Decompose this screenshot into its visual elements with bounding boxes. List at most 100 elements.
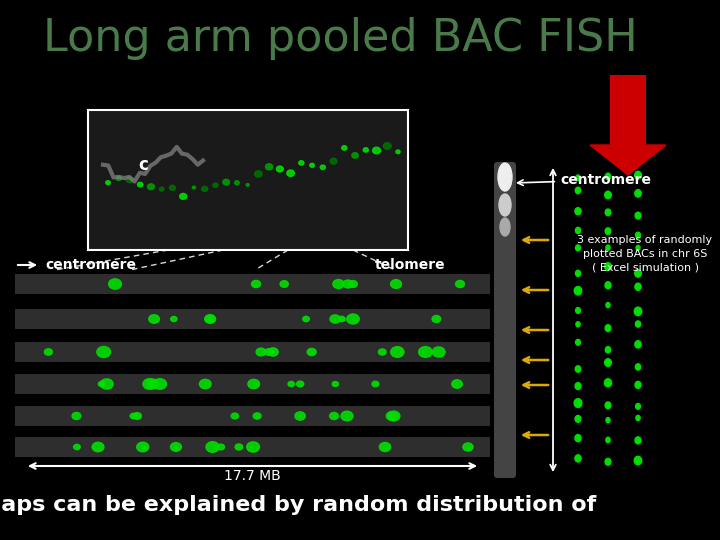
Ellipse shape: [130, 413, 137, 418]
Ellipse shape: [295, 412, 305, 420]
Ellipse shape: [199, 379, 211, 389]
Ellipse shape: [159, 187, 164, 191]
Ellipse shape: [276, 166, 283, 172]
Ellipse shape: [342, 146, 347, 150]
Ellipse shape: [192, 186, 196, 189]
Ellipse shape: [636, 415, 640, 421]
Ellipse shape: [498, 163, 512, 191]
Bar: [15, 274, 490, 294]
Ellipse shape: [72, 413, 81, 420]
Ellipse shape: [456, 280, 464, 288]
Ellipse shape: [287, 170, 294, 177]
Ellipse shape: [99, 381, 105, 387]
Ellipse shape: [635, 283, 641, 291]
Ellipse shape: [149, 315, 159, 323]
Ellipse shape: [202, 186, 207, 192]
Ellipse shape: [247, 442, 259, 452]
Ellipse shape: [636, 232, 641, 238]
Ellipse shape: [255, 171, 262, 177]
Ellipse shape: [372, 147, 380, 154]
Ellipse shape: [348, 280, 357, 287]
Bar: [15, 402, 490, 430]
Ellipse shape: [606, 209, 611, 215]
Bar: [15, 270, 490, 298]
Ellipse shape: [180, 193, 186, 199]
Ellipse shape: [635, 212, 641, 219]
Ellipse shape: [605, 191, 611, 199]
Ellipse shape: [574, 399, 582, 408]
Ellipse shape: [235, 181, 239, 185]
Ellipse shape: [330, 315, 341, 323]
Ellipse shape: [248, 379, 259, 389]
Ellipse shape: [307, 348, 316, 356]
Ellipse shape: [297, 381, 304, 387]
Ellipse shape: [605, 325, 611, 332]
Ellipse shape: [117, 177, 121, 180]
Ellipse shape: [372, 381, 379, 387]
Ellipse shape: [605, 379, 611, 387]
Ellipse shape: [575, 271, 580, 276]
Ellipse shape: [605, 263, 611, 271]
Bar: [15, 305, 490, 333]
Ellipse shape: [235, 444, 243, 450]
Ellipse shape: [45, 349, 53, 355]
Ellipse shape: [332, 381, 338, 387]
Ellipse shape: [171, 316, 177, 321]
Bar: [15, 370, 490, 398]
Bar: [15, 338, 490, 366]
Ellipse shape: [575, 187, 581, 194]
Ellipse shape: [635, 269, 642, 277]
Ellipse shape: [138, 183, 143, 187]
Ellipse shape: [605, 359, 611, 367]
Ellipse shape: [576, 322, 580, 327]
Ellipse shape: [231, 413, 238, 419]
Bar: [15, 309, 490, 329]
Ellipse shape: [206, 316, 215, 322]
Ellipse shape: [575, 208, 581, 215]
Ellipse shape: [576, 175, 580, 181]
Ellipse shape: [379, 442, 391, 451]
Ellipse shape: [338, 316, 345, 322]
Ellipse shape: [299, 161, 304, 165]
Ellipse shape: [418, 347, 432, 357]
Ellipse shape: [148, 184, 154, 190]
FancyBboxPatch shape: [494, 162, 516, 478]
Ellipse shape: [106, 181, 110, 185]
Ellipse shape: [217, 444, 225, 450]
Ellipse shape: [341, 411, 353, 421]
Ellipse shape: [280, 281, 288, 287]
Ellipse shape: [606, 417, 610, 423]
Ellipse shape: [390, 280, 402, 288]
Ellipse shape: [383, 143, 391, 149]
Ellipse shape: [575, 415, 581, 422]
Ellipse shape: [635, 364, 641, 370]
Ellipse shape: [264, 349, 273, 355]
Ellipse shape: [363, 148, 369, 152]
Ellipse shape: [575, 287, 582, 295]
Ellipse shape: [92, 442, 104, 452]
Ellipse shape: [266, 164, 273, 170]
Ellipse shape: [73, 444, 80, 450]
Text: Gaps can be explained by random distribution of: Gaps can be explained by random distribu…: [0, 495, 597, 515]
Ellipse shape: [246, 184, 249, 186]
Ellipse shape: [288, 381, 294, 387]
Ellipse shape: [635, 190, 642, 197]
Ellipse shape: [634, 307, 642, 315]
Ellipse shape: [575, 455, 581, 462]
Bar: [15, 406, 490, 426]
Ellipse shape: [575, 227, 580, 234]
Ellipse shape: [253, 413, 261, 419]
Ellipse shape: [575, 383, 581, 389]
Ellipse shape: [396, 150, 400, 153]
Ellipse shape: [251, 280, 261, 288]
Ellipse shape: [388, 411, 400, 421]
Ellipse shape: [575, 366, 581, 372]
Ellipse shape: [605, 402, 611, 409]
Ellipse shape: [343, 280, 353, 288]
Text: 17.7 MB: 17.7 MB: [224, 469, 281, 483]
Ellipse shape: [169, 185, 176, 190]
Ellipse shape: [310, 164, 315, 167]
Ellipse shape: [635, 381, 641, 388]
Text: centromere: centromere: [45, 258, 136, 272]
Ellipse shape: [635, 437, 641, 444]
